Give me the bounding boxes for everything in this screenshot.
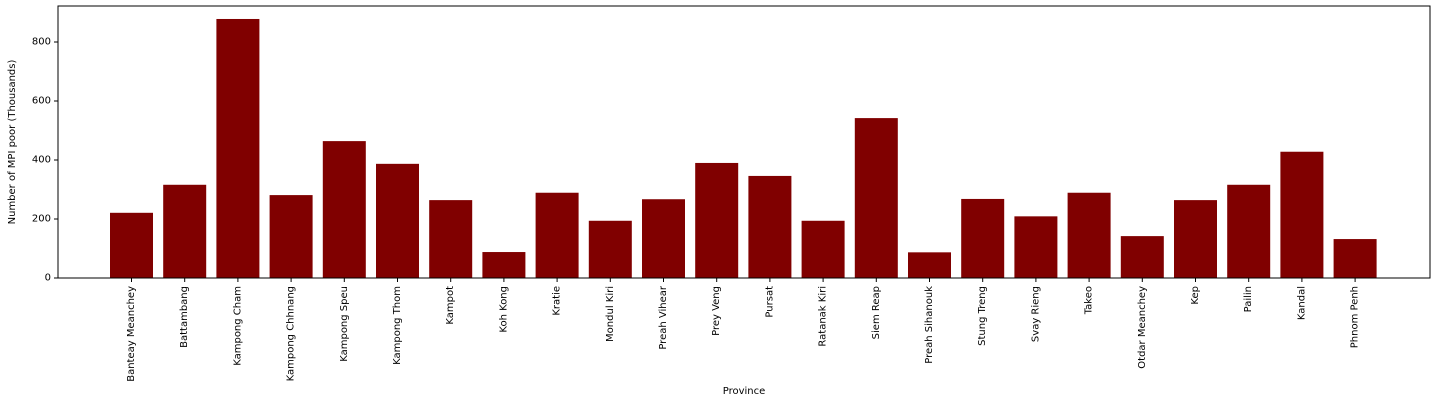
y-tick-label: 400 (32, 154, 51, 165)
y-axis: 0 200 400 600 800 (32, 36, 58, 284)
x-tick-label: Battambang (179, 286, 190, 348)
bar (163, 184, 207, 278)
x-tick-label: Pursat (764, 286, 775, 318)
bar (1280, 151, 1324, 278)
x-tick-label: Ratanak Kiri (818, 286, 829, 347)
x-tick-label: Koh Kong (498, 286, 509, 333)
bar (801, 220, 845, 278)
y-tick-label: 800 (32, 36, 51, 47)
x-axis-title: Province (723, 386, 766, 397)
bar (642, 199, 685, 278)
bar (322, 141, 366, 278)
bar (961, 198, 1005, 278)
x-tick-label: Preah Vihear (658, 285, 669, 350)
x-tick-label: Prey Veng (711, 286, 722, 336)
x-tick-label: Siem Reap (871, 286, 882, 339)
x-axis: Banteay Meanchey Battambang Kampong Cham Ka… (126, 278, 1361, 382)
x-tick-label: Mondul Kiri (605, 286, 616, 342)
bar (1067, 192, 1111, 278)
bar (535, 192, 579, 278)
x-tick-label: Kampot (445, 286, 456, 325)
x-tick-label: Svay Rieng (1030, 286, 1041, 342)
x-tick-label: Preah Sihanouk (924, 286, 935, 364)
bar (429, 200, 473, 278)
bar (1174, 200, 1217, 278)
bar (748, 175, 792, 278)
bar (854, 118, 898, 278)
x-tick-label: Stung Treng (977, 286, 988, 346)
bar (376, 163, 419, 278)
x-tick-label: Kratie (552, 286, 563, 316)
bar (695, 162, 739, 278)
x-tick-label: Otdar Meanchey (1137, 286, 1148, 369)
plot-frame (57, 5, 1431, 279)
bar (1120, 236, 1164, 278)
bars-layer (110, 18, 1377, 278)
bar (269, 195, 313, 278)
y-axis-title: Number of MPI poor (Thousands) (7, 60, 18, 225)
y-tick-label: 200 (32, 213, 51, 224)
x-tick-label: Kampong Chhnang (286, 286, 297, 381)
x-tick-label: Kampong Cham (232, 286, 243, 366)
x-tick-label: Kandal (1296, 286, 1307, 320)
x-tick-label: Banteay Meanchey (126, 286, 137, 382)
x-tick-label: Phnom Penh (1350, 286, 1361, 348)
x-tick-label: Takeo (1084, 286, 1095, 315)
bar (216, 18, 260, 278)
bar (110, 212, 153, 278)
x-tick-label: Pailin (1243, 286, 1254, 312)
bar (482, 252, 526, 278)
bar (588, 220, 632, 278)
bar (908, 252, 951, 278)
y-tick-label: 0 (45, 273, 51, 284)
y-tick-label: 600 (32, 95, 51, 106)
bar (1014, 216, 1058, 278)
x-tick-label: Kampong Thom (392, 286, 403, 365)
x-tick-label: Kampong Speu (339, 286, 350, 362)
bar (1333, 239, 1377, 278)
bar (1227, 184, 1271, 278)
x-tick-label: Kep (1190, 286, 1201, 305)
